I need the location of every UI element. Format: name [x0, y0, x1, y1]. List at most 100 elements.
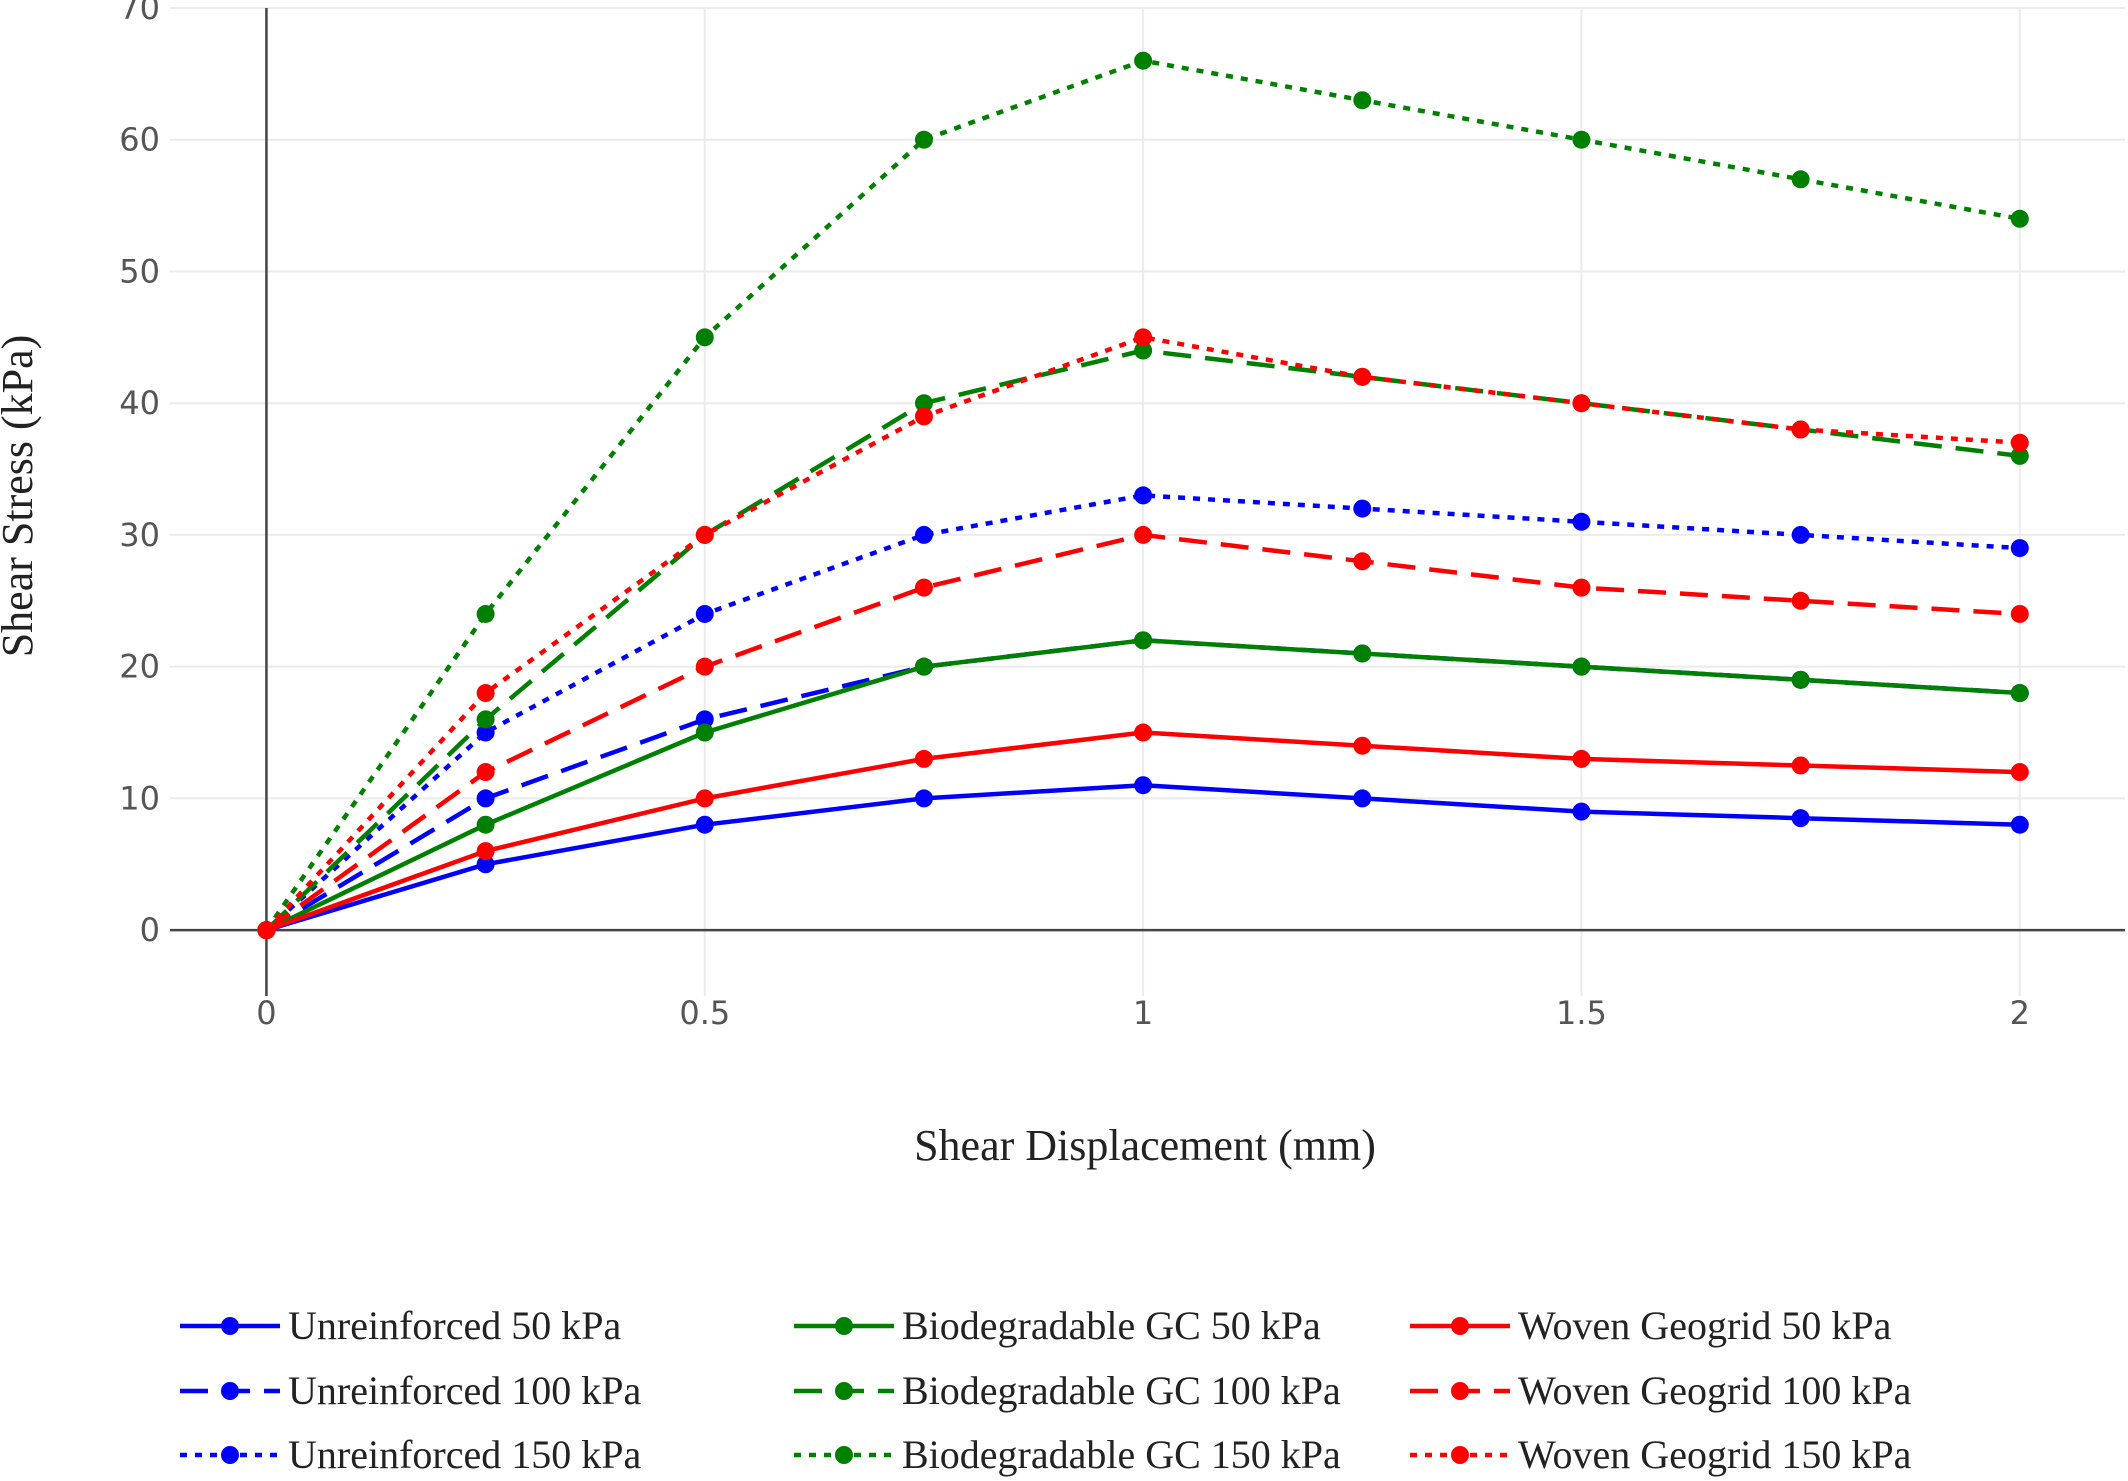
- data-point: [2010, 815, 2029, 834]
- data-point: [1791, 809, 1810, 828]
- series-layer: [257, 51, 2029, 940]
- legend-item[interactable]: Unreinforced 100 kPa: [180, 1368, 641, 1413]
- legend-label: Biodegradable GC 150 kPa: [902, 1432, 1341, 1477]
- data-point: [257, 921, 276, 940]
- data-point: [476, 723, 495, 742]
- data-point: [2010, 539, 2029, 558]
- data-point: [1353, 367, 1372, 386]
- data-point: [695, 789, 714, 808]
- legend-swatch-marker: [835, 1317, 853, 1335]
- x-tick-label: 1: [1133, 994, 1153, 1032]
- series-line: [264, 335, 2020, 932]
- legend-label: Biodegradable GC 100 kPa: [902, 1368, 1341, 1413]
- data-point: [476, 604, 495, 623]
- data-point: [695, 710, 714, 729]
- data-point: [695, 328, 714, 347]
- data-point: [695, 657, 714, 676]
- data-point: [476, 855, 495, 874]
- x-axis-title: Shear Displacement (mm): [914, 1121, 1376, 1170]
- legend-swatch-marker: [1451, 1446, 1469, 1464]
- legend-label: Unreinforced 100 kPa: [288, 1368, 641, 1413]
- legend-item[interactable]: Biodegradable GC 150 kPa: [794, 1432, 1341, 1477]
- y-tick-label: 50: [119, 252, 160, 290]
- axis-layer: [170, 8, 2125, 996]
- data-point: [914, 789, 933, 808]
- data-point: [2010, 209, 2029, 228]
- series-group: [257, 328, 2029, 940]
- data-point: [1134, 51, 1153, 70]
- series-group: [257, 776, 2029, 940]
- data-point: [695, 723, 714, 742]
- legend-item[interactable]: Woven Geogrid 100 kPa: [1410, 1368, 1912, 1413]
- data-point: [914, 578, 933, 597]
- legend-swatch-marker: [835, 1446, 853, 1464]
- data-point: [476, 763, 495, 782]
- series-group: [257, 525, 2029, 940]
- data-point: [476, 789, 495, 808]
- legend-label: Woven Geogrid 100 kPa: [1518, 1368, 1912, 1413]
- data-point: [1134, 328, 1153, 347]
- data-point: [1134, 486, 1153, 505]
- data-point: [914, 749, 933, 768]
- data-point: [1572, 657, 1591, 676]
- data-point: [1572, 802, 1591, 821]
- data-point: [1134, 631, 1153, 650]
- y-tick-label: 40: [119, 384, 160, 422]
- data-point: [1134, 723, 1153, 742]
- legend-swatch-marker: [835, 1382, 853, 1400]
- data-point: [476, 815, 495, 834]
- legend-item[interactable]: Woven Geogrid 50 kPa: [1410, 1303, 1892, 1348]
- data-point: [1791, 525, 1810, 544]
- series-line: [264, 493, 2020, 932]
- legend-swatch-marker: [221, 1382, 239, 1400]
- legend-label: Unreinforced 50 kPa: [288, 1303, 621, 1348]
- legend-item[interactable]: Biodegradable GC 100 kPa: [794, 1368, 1341, 1413]
- legend-item[interactable]: Unreinforced 50 kPa: [180, 1303, 621, 1348]
- data-point: [914, 130, 933, 149]
- data-point: [476, 842, 495, 861]
- data-point: [476, 684, 495, 703]
- legend-swatch-marker: [221, 1446, 239, 1464]
- data-point: [914, 394, 933, 413]
- data-point: [1134, 776, 1153, 795]
- x-tick-label: 1.5: [1556, 994, 1607, 1032]
- y-tick-label: 60: [119, 121, 160, 159]
- grid-layer: [170, 7, 2125, 996]
- data-point: [914, 657, 933, 676]
- data-point: [1353, 499, 1372, 518]
- data-point: [1353, 91, 1372, 110]
- y-tick-label: 70: [119, 0, 160, 27]
- data-point: [2010, 604, 2029, 623]
- x-tick-label: 0: [256, 994, 276, 1032]
- data-point: [1572, 130, 1591, 149]
- data-point: [2010, 433, 2029, 452]
- legend-label: Biodegradable GC 50 kPa: [902, 1303, 1321, 1348]
- data-point: [1572, 578, 1591, 597]
- legend-item[interactable]: Biodegradable GC 50 kPa: [794, 1303, 1321, 1348]
- x-tick-label: 0.5: [679, 994, 730, 1032]
- data-point: [695, 815, 714, 834]
- data-point: [1134, 341, 1153, 360]
- data-point: [2010, 684, 2029, 703]
- legend: Unreinforced 50 kPa Unreinforced 100 kPa U…: [180, 1303, 1912, 1477]
- y-axis-title: Shear Stress (kPa): [0, 335, 42, 658]
- data-point: [1134, 525, 1153, 544]
- y-tick-label: 30: [119, 516, 160, 554]
- data-point: [1353, 644, 1372, 663]
- data-point: [695, 604, 714, 623]
- data-point: [2010, 763, 2029, 782]
- data-point: [1791, 591, 1810, 610]
- data-point: [914, 525, 933, 544]
- y-tick-label: 20: [119, 648, 160, 686]
- data-point: [1572, 394, 1591, 413]
- legend-label: Unreinforced 150 kPa: [288, 1432, 641, 1477]
- legend-swatch-marker: [1451, 1382, 1469, 1400]
- data-point: [476, 710, 495, 729]
- data-point: [1791, 756, 1810, 775]
- legend-item[interactable]: Woven Geogrid 150 kPa: [1410, 1432, 1912, 1477]
- legend-item[interactable]: Unreinforced 150 kPa: [180, 1432, 641, 1477]
- x-tick-label: 2: [2010, 994, 2030, 1032]
